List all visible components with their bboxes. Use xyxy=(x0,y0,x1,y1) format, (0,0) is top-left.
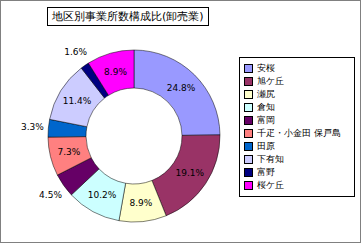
html-text:富野: 富野 xyxy=(257,167,275,177)
svg-text:8.9%: 8.9% xyxy=(104,67,127,77)
html-text:下有知: 下有知 xyxy=(257,154,284,164)
svg-text:19.1%: 19.1% xyxy=(175,168,204,178)
svg-text:8.9%: 8.9% xyxy=(129,198,152,208)
svg-text:10.2%: 10.2% xyxy=(88,190,117,200)
html-text:旭ケ丘: 旭ケ丘 xyxy=(257,76,284,86)
svg-text:11.4%: 11.4% xyxy=(63,96,92,106)
html-text:地区別事業所数構成比(卸売業): 地区別事業所数構成比(卸売業) xyxy=(52,10,204,23)
html-text:富岡: 富岡 xyxy=(257,115,275,125)
html-text:田原: 田原 xyxy=(257,141,275,151)
html-text:安桜: 安桜 xyxy=(257,63,275,73)
html-text:瀬尻: 瀬尻 xyxy=(257,89,275,99)
html-text:千疋・小金田 保戸島: 千疋・小金田 保戸島 xyxy=(257,128,341,138)
svg-text:7.3%: 7.3% xyxy=(58,147,81,157)
svg-text:1.6%: 1.6% xyxy=(64,47,87,57)
html-text:桜ケ丘: 桜ケ丘 xyxy=(257,180,284,190)
svg-text:4.5%: 4.5% xyxy=(39,190,62,200)
svg-text:24.8%: 24.8% xyxy=(167,83,196,93)
svg-text:3.3%: 3.3% xyxy=(21,122,44,132)
html-text:倉知: 倉知 xyxy=(257,102,275,112)
